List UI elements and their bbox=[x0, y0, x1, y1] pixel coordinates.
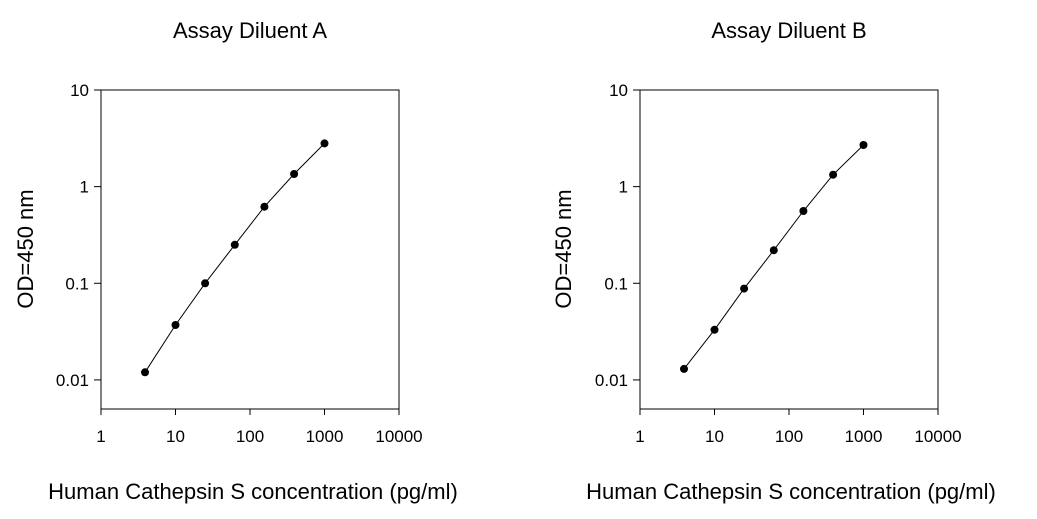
x-axis-label: Human Cathepsin S concentration (pg/ml) bbox=[586, 479, 996, 504]
data-point bbox=[260, 202, 269, 211]
y-tick-label: 10 bbox=[609, 81, 628, 100]
data-point bbox=[859, 141, 868, 149]
y-tick-label: 0.01 bbox=[56, 371, 89, 390]
x-tick-label: 10000 bbox=[914, 427, 961, 446]
plot-frame bbox=[100, 89, 400, 410]
x-tick-label: 1 bbox=[635, 427, 644, 446]
y-tick-label: 1 bbox=[80, 178, 89, 197]
series-line bbox=[683, 144, 864, 370]
y-tick-label: 0.01 bbox=[595, 371, 628, 390]
y-tick-label: 0.1 bbox=[604, 274, 628, 293]
y-tick-label: 10 bbox=[70, 81, 89, 100]
x-tick-label: 1 bbox=[96, 427, 105, 446]
x-tick-label: 100 bbox=[236, 427, 264, 446]
data-point bbox=[141, 368, 149, 377]
x-tick-label: 100 bbox=[775, 427, 803, 446]
data-point bbox=[740, 284, 749, 293]
data-point bbox=[769, 246, 778, 255]
data-point bbox=[320, 139, 329, 148]
y-axis-label: OD=450 nm bbox=[551, 189, 576, 308]
x-tick-label: 1000 bbox=[306, 427, 344, 446]
y-tick-label: 0.1 bbox=[65, 274, 89, 293]
x-axis-label: Human Cathepsin S concentration (pg/ml) bbox=[48, 479, 458, 504]
data-point bbox=[680, 364, 688, 373]
data-point bbox=[710, 325, 719, 334]
data-point bbox=[290, 170, 299, 178]
series-line bbox=[144, 143, 325, 373]
data-point bbox=[230, 240, 239, 249]
data-point bbox=[829, 170, 838, 179]
y-tick-label: 1 bbox=[619, 178, 628, 197]
chart-panel-b: Assay Diluent B 0.01 0.1 1 10 1 10 100 1000 10000… bbox=[551, 18, 996, 504]
chart-title: Assay Diluent B bbox=[711, 18, 866, 43]
x-tick-label: 10000 bbox=[375, 427, 422, 446]
chart-panel-a: Assay Diluent A 0.01 0.1 1 10 1 10 100 1000 10000… bbox=[13, 18, 458, 504]
plot-frame bbox=[639, 89, 939, 410]
data-point bbox=[201, 279, 210, 288]
x-tick-label: 10 bbox=[705, 427, 724, 446]
data-point bbox=[171, 321, 180, 329]
y-axis-label: OD=450 nm bbox=[13, 189, 38, 308]
x-tick-label: 10 bbox=[166, 427, 185, 446]
chart-title: Assay Diluent A bbox=[173, 18, 327, 43]
x-tick-label: 1000 bbox=[845, 427, 883, 446]
data-point bbox=[799, 207, 808, 215]
